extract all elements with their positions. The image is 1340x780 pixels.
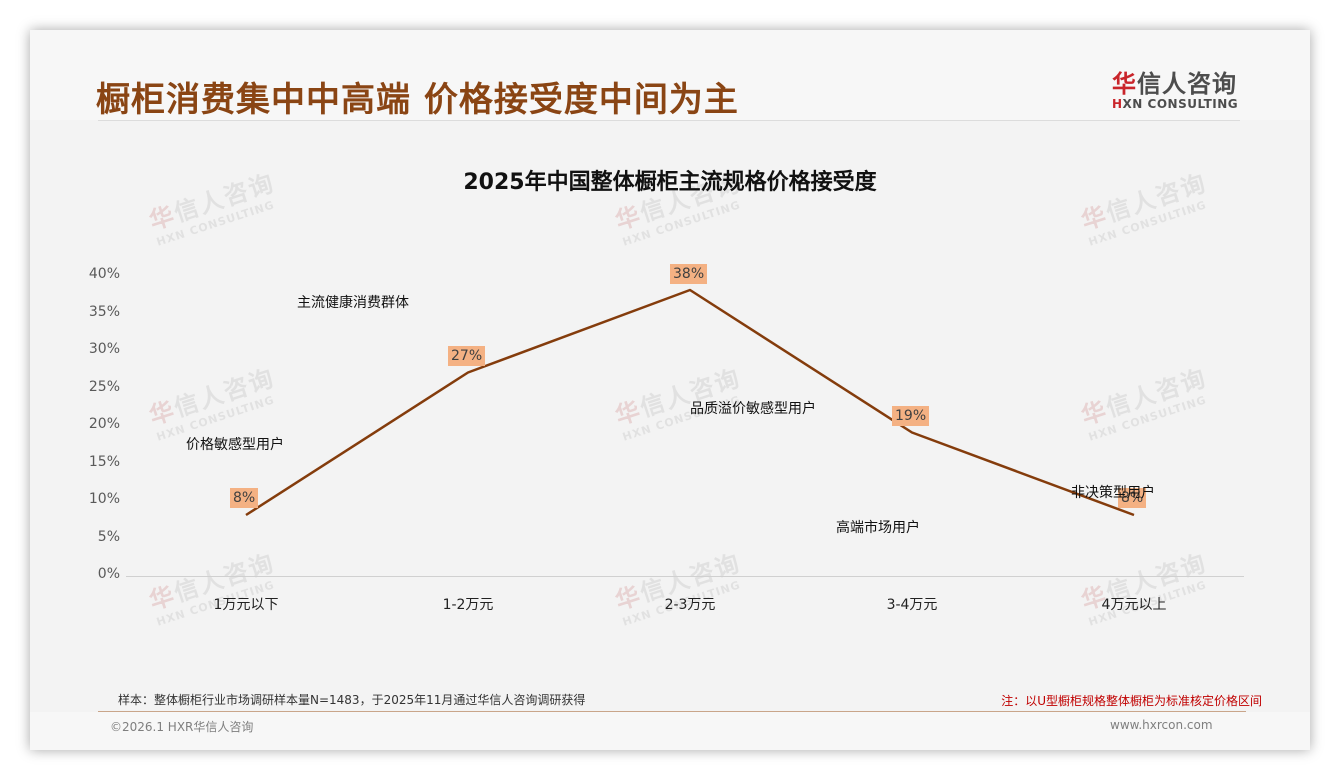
y-tick: 5% [97,529,120,545]
y-tick: 20% [88,416,120,432]
series-line [245,288,1135,517]
annotation-price-sensitive: 价格敏感型用户 [186,437,284,453]
logo-cn-accent: 华 [1112,70,1137,98]
chart-title: 2025年中国整体橱柜主流规格价格接受度 [463,170,877,195]
footer-band [30,712,1310,750]
x-tick: 2-3万元 [664,597,716,613]
data-label: 38% [670,264,708,284]
y-tick: 25% [88,379,120,395]
company-logo: 华信人咨询 HXN CONSULTING [1112,64,1242,111]
data-label: 8% [1118,488,1147,508]
website-link[interactable]: www.hxrcon.com [1110,718,1213,732]
page-title: 橱柜消费集中中高端 价格接受度中间为主 [96,80,739,120]
annotation-mainstream: 主流健康消费群体 [297,295,409,311]
y-tick: 35% [88,304,120,320]
y-tick: 40% [88,266,120,282]
annotation-quality-premium: 品质溢价敏感型用户 [690,401,816,417]
x-tick: 3-4万元 [886,597,938,613]
y-tick: 30% [88,341,120,357]
annotation-high-end: 高端市场用户 [836,520,920,536]
line-plot [245,288,1135,517]
y-tick: 10% [88,491,120,507]
y-tick: 15% [88,454,120,470]
logo-cn: 华信人咨询 [1112,64,1242,99]
data-label: 27% [448,346,486,366]
logo-cn-text: 信人咨询 [1137,70,1237,98]
slide: 橱柜消费集中中高端 价格接受度中间为主 华信人咨询 HXN CONSULTING… [30,30,1310,750]
x-tick: 1万元以下 [213,597,279,613]
annotation-non-decision: 非决策型用户 [1071,485,1155,501]
copyright: ©2026.1 HXR华信人咨询 [110,720,254,734]
source-note: 样本：整体橱柜行业市场调研样本量N=1483，于2025年11月通过华信人咨询调… [118,693,586,707]
data-label: 8% [230,488,259,508]
y-tick: 0% [97,566,120,582]
footnote: 注：以U型橱柜规格整体橱柜为标准核定价格区间 [1001,694,1262,708]
x-tick: 4万元以上 [1101,597,1167,613]
x-axis [126,576,1244,577]
x-tick: 1-2万元 [442,597,494,613]
header-divider [98,120,1240,121]
header-band [30,30,1310,120]
logo-en: HXN CONSULTING [1112,97,1242,111]
data-label: 19% [892,406,930,426]
logo-en-text: XN CONSULTING [1122,97,1239,111]
footer-divider [98,711,1246,712]
logo-en-accent: H [1112,97,1123,111]
